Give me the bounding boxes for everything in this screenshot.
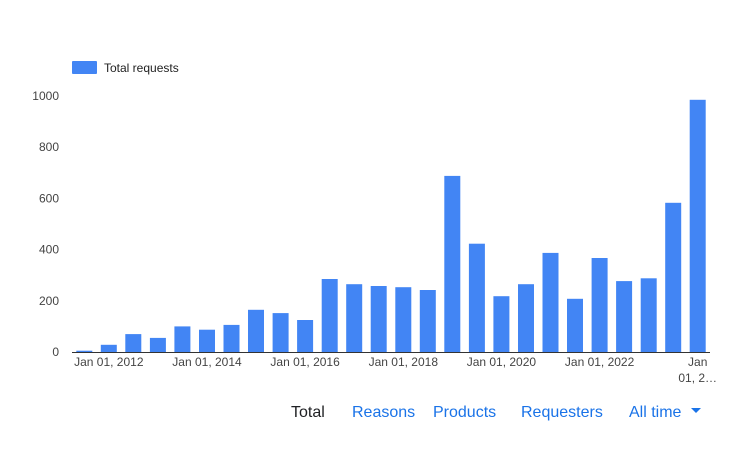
bar[interactable] [125, 334, 142, 352]
bar[interactable] [346, 284, 363, 352]
x-tick-label: Jan 01, 2016 [270, 355, 340, 369]
bar[interactable] [395, 287, 412, 352]
y-axis: 0 200 400 600 800 1000 [32, 89, 59, 359]
bar[interactable] [174, 326, 191, 352]
y-tick-label: 1000 [32, 89, 59, 103]
bar[interactable] [591, 258, 608, 352]
y-tick-label: 200 [39, 294, 59, 308]
chart-legend[interactable]: Total requests [72, 61, 179, 75]
bar[interactable] [100, 344, 117, 352]
x-tick-label: Jan 01, 2014 [172, 355, 242, 369]
x-tick-label: Jan 01, 2012 [74, 355, 144, 369]
tab-products[interactable]: Products [433, 404, 497, 421]
bar[interactable] [689, 99, 706, 352]
tab-total[interactable]: Total [291, 404, 325, 421]
bar[interactable] [493, 296, 510, 352]
bar-chart: Total requests 0 200 400 600 800 1000 Jan 01,… [32, 61, 717, 385]
bar[interactable] [248, 309, 264, 352]
x-tick-label: Jan 01, 2022 [565, 355, 635, 369]
bar[interactable] [321, 279, 338, 352]
view-tabs: Total Reasons Products Requesters All ti… [0, 404, 741, 430]
y-tick-label: 0 [52, 345, 59, 359]
y-tick-label: 800 [39, 140, 59, 154]
x-axis: Jan 01, 2012 Jan 01, 2014 Jan 01, 2016 Jan … [72, 352, 717, 385]
chevron-down-icon [691, 408, 702, 414]
bar[interactable] [640, 278, 657, 352]
legend-label: Total requests [104, 61, 179, 75]
bar[interactable] [297, 320, 314, 352]
y-tick-label: 600 [39, 191, 59, 205]
time-range-dropdown[interactable]: All time [629, 404, 702, 422]
bar[interactable] [76, 350, 93, 352]
bar[interactable] [199, 329, 215, 352]
x-tick-label: Jan 01, 2020 [467, 355, 537, 369]
y-tick-label: 400 [39, 243, 59, 257]
x-tick-label: Jan 01, 2… [678, 355, 717, 385]
bar[interactable] [518, 284, 534, 352]
tab-requesters[interactable]: Requesters [521, 404, 603, 421]
bar[interactable] [567, 298, 583, 352]
bar[interactable] [616, 281, 633, 352]
bar[interactable] [468, 243, 485, 352]
bar[interactable] [542, 252, 559, 352]
bars [76, 99, 706, 352]
legend-swatch [72, 61, 97, 74]
bar[interactable] [370, 286, 387, 352]
bar[interactable] [419, 290, 436, 352]
time-range-label: All time [629, 404, 682, 421]
bar[interactable] [272, 313, 289, 352]
bar[interactable] [665, 202, 682, 352]
x-tick-label: Jan 01, 2018 [369, 355, 439, 369]
tab-reasons[interactable]: Reasons [352, 404, 416, 421]
bar[interactable] [149, 337, 166, 352]
bar[interactable] [444, 175, 461, 352]
bar[interactable] [223, 324, 240, 352]
